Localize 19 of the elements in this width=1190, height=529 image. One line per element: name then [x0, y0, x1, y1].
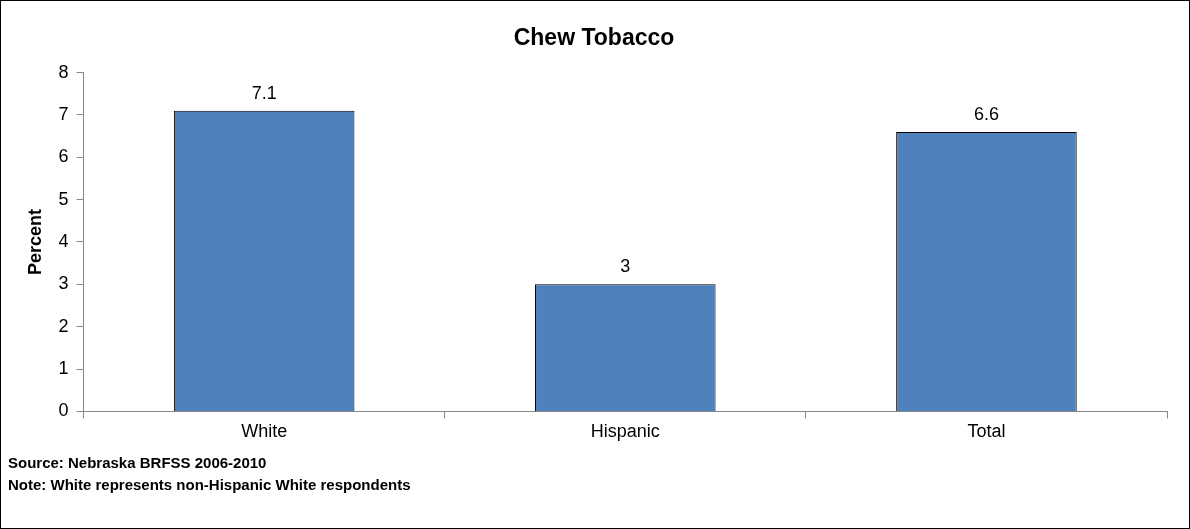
data-label: 7.1	[251, 82, 277, 103]
y-tick-label: 6	[58, 146, 69, 167]
x-tick-label: Total	[967, 421, 1006, 442]
y-axis-title: Percent	[24, 208, 45, 276]
chart-title: Chew Tobacco	[513, 24, 675, 51]
y-tick-label: 8	[58, 61, 69, 82]
data-label: 3	[620, 256, 631, 277]
y-tick-label: 7	[58, 103, 69, 124]
source-note: Source: Nebraska BRFSS 2006-2010	[8, 454, 267, 471]
x-tick-label: Hispanic	[590, 421, 660, 442]
y-tick-label: 0	[58, 400, 69, 421]
y-tick-label: 2	[58, 315, 69, 336]
text: Note: White represents non-Hispanic White respondents	[8, 476, 411, 493]
y-tick-label: 5	[58, 188, 69, 209]
y-tick-label: 1	[58, 358, 69, 379]
x-tick-label: White	[241, 421, 288, 442]
data-label: 6.6	[973, 103, 999, 124]
y-tick-label: 3	[58, 273, 69, 294]
y-tick-label: 4	[58, 230, 69, 251]
